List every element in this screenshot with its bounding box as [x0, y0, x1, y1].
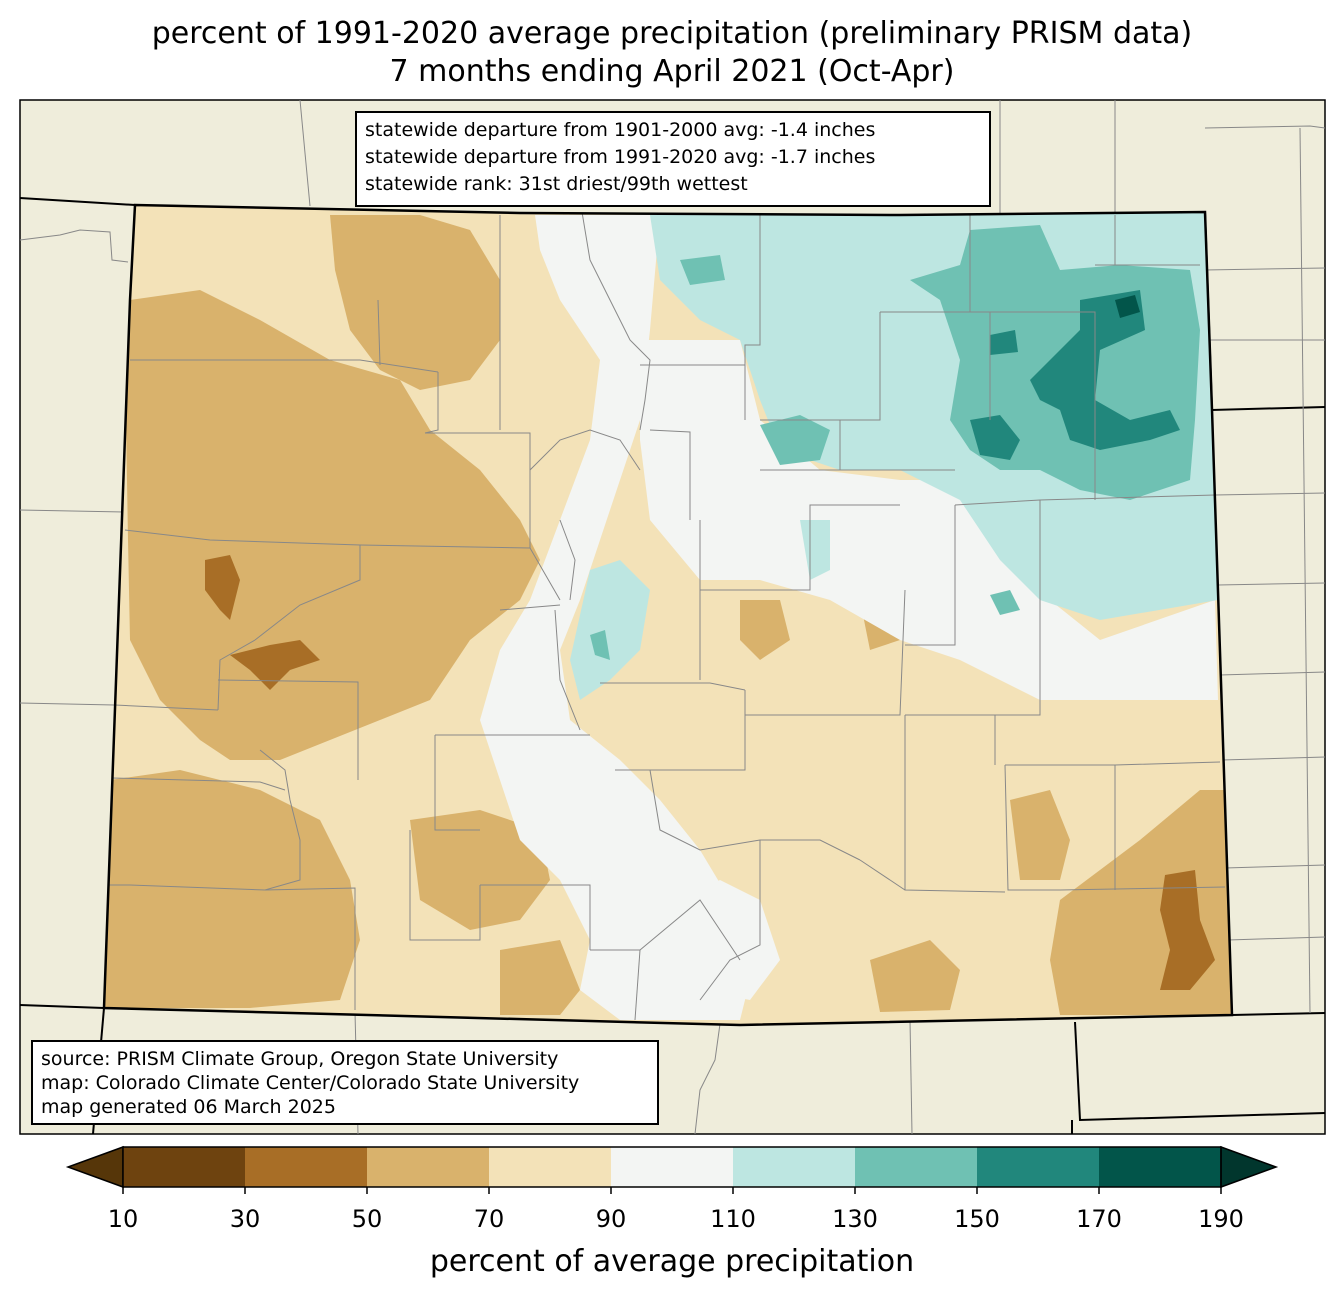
zone-130-150-c: [990, 590, 1020, 615]
zone-110-130-c: [800, 520, 830, 580]
colorbar-tick-label: 110: [710, 1205, 756, 1233]
zone-30-50-a: [205, 555, 240, 620]
colorado-county-lines: [108, 205, 1226, 1021]
zone-110-130-frontrange: [570, 560, 650, 700]
zone-30-50-c: [1160, 870, 1215, 990]
colorbar-label: percent of average precipitation: [429, 1244, 915, 1279]
zone-150-170-ne: [1030, 290, 1180, 450]
colorbar-tick-label: 30: [229, 1205, 261, 1233]
zone-130-150-b: [760, 415, 830, 465]
colorbar-frame: [122, 1146, 1222, 1188]
zone-50-70-west: [126, 290, 540, 760]
colorbar-bin-110-130: [733, 1147, 856, 1187]
colorbar-tick-label: 10: [107, 1205, 139, 1233]
neighbor-county-lines: [19, 99, 1326, 1135]
credits-source: source: PRISM Climate Group, Oregon Stat…: [41, 1048, 559, 1070]
credits-map-author: map: Colorado Climate Center/Colorado St…: [41, 1072, 580, 1094]
colorbar-bin-50-70: [367, 1147, 490, 1187]
zone-130-150-d: [590, 630, 610, 660]
colorbar: [65, 1145, 1279, 1194]
zone-50-70-southcentral: [500, 940, 580, 1015]
zone-90-110-central: [480, 215, 760, 1020]
credits-generated-date: map generated 06 March 2025: [41, 1096, 336, 1118]
colorbar-over-arrow: [1220, 1145, 1279, 1189]
colorbar-tick-label: 190: [1198, 1205, 1244, 1233]
zone-90-110-east: [640, 340, 1218, 700]
colorbar-tick-label: 90: [595, 1205, 627, 1233]
credits-box: source: PRISM Climate Group, Oregon Stat…: [31, 1040, 659, 1125]
colorbar-bin-90-110: [611, 1147, 734, 1187]
colorbar-tick-label: 170: [1076, 1205, 1122, 1233]
colorbar-bin-70-90: [489, 1147, 612, 1187]
map-title-line1: percent of 1991-2020 average precipitati…: [151, 16, 1193, 51]
colorbar-bin-130-150: [855, 1147, 978, 1187]
colorbar-tick-label: 70: [473, 1205, 505, 1233]
colorbar-bin-30-50: [245, 1147, 368, 1187]
stats-departure-1991-2020: statewide departure from 1991-2020 avg: …: [365, 146, 876, 168]
colorbar-bin-10-30: [123, 1147, 246, 1187]
statewide-stats-box: statewide departure from 1901-2000 avg: …: [355, 111, 991, 207]
stats-rank: statewide rank: 31st driest/99th wettest: [365, 173, 748, 195]
colorbar-tick-label: 130: [832, 1205, 878, 1233]
precipitation-field: [104, 205, 1232, 1025]
map-title-line2: 7 months ending April 2021 (Oct-Apr): [389, 54, 955, 89]
zone-90-110-sc: [680, 880, 780, 1000]
zone-170-190-ne: [1115, 295, 1140, 318]
zone-50-70-se2: [870, 940, 960, 1012]
colorbar-under-arrow: [65, 1145, 124, 1189]
colorbar-tick-label: 150: [954, 1205, 1000, 1233]
zone-50-70-north: [330, 215, 500, 390]
colorbar-bin-170-190: [1099, 1147, 1222, 1187]
zone-130-150-e: [680, 255, 725, 285]
zone-150-170-b: [970, 415, 1020, 460]
zone-50-70-sanjuan: [410, 810, 550, 930]
zone-50-70-se3: [1010, 790, 1070, 880]
colorado-border: [102, 203, 1234, 1027]
stats-departure-1901-2000: statewide departure from 1901-2000 avg: …: [365, 119, 876, 141]
zone-150-170-c: [990, 330, 1018, 355]
zone-30-50-b: [230, 640, 320, 690]
colorbar-bin-150-170: [977, 1147, 1100, 1187]
zone-50-70-central: [740, 600, 790, 660]
colorbar-tick-label: 50: [351, 1205, 383, 1233]
